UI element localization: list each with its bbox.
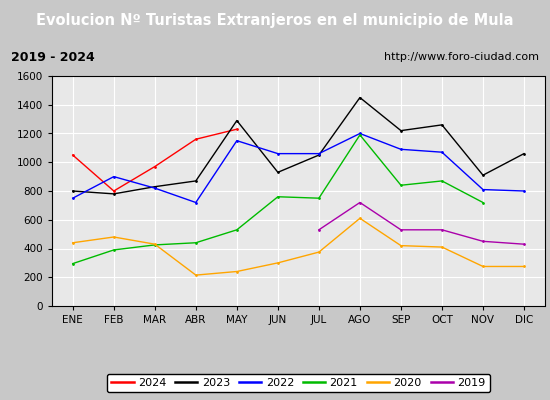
Text: Evolucion Nº Turistas Extranjeros en el municipio de Mula: Evolucion Nº Turistas Extranjeros en el … [36,14,514,28]
Legend: 2024, 2023, 2022, 2021, 2020, 2019: 2024, 2023, 2022, 2021, 2020, 2019 [107,374,490,392]
Text: 2019 - 2024: 2019 - 2024 [11,51,95,64]
Text: http://www.foro-ciudad.com: http://www.foro-ciudad.com [384,52,539,62]
